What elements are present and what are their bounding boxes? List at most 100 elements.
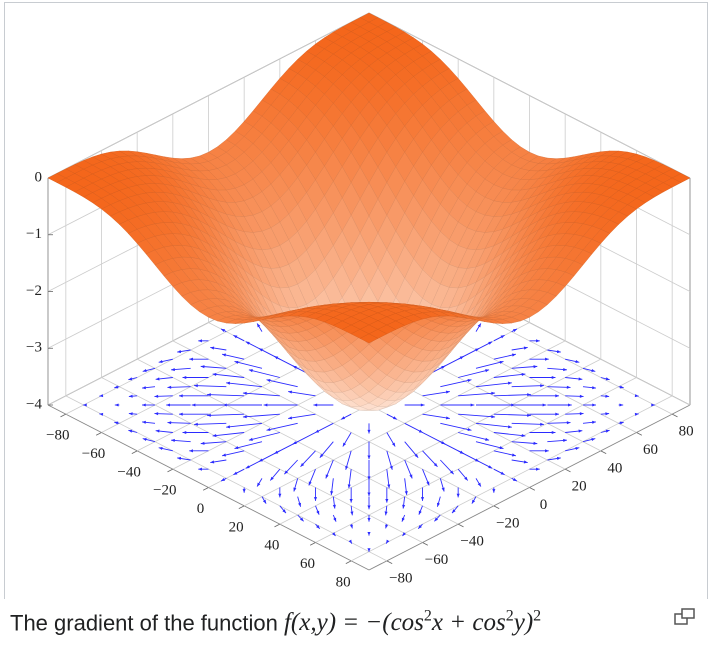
gradient-arrow bbox=[547, 422, 571, 424]
arrow-head bbox=[499, 360, 504, 364]
arrow-head bbox=[298, 502, 302, 507]
arrow-head bbox=[511, 453, 516, 457]
arrow-head bbox=[155, 429, 160, 433]
arrow-head bbox=[392, 416, 397, 420]
arrow-head bbox=[420, 403, 425, 407]
arrow-head bbox=[274, 450, 279, 454]
gradient-arrow bbox=[242, 392, 280, 397]
y-tick-label: 0 bbox=[540, 497, 548, 513]
arrow-head bbox=[545, 357, 549, 361]
gradient-arrow bbox=[457, 348, 480, 360]
arrow-head bbox=[485, 437, 490, 441]
arrow-head bbox=[142, 368, 147, 373]
gradient-arrow bbox=[226, 422, 263, 428]
formula-part: f(x,y) = −(cos bbox=[283, 609, 424, 637]
y-tick-mark bbox=[457, 523, 464, 528]
arrow-head bbox=[367, 505, 371, 510]
arrow-head bbox=[402, 504, 406, 509]
x-tick-label: 0 bbox=[197, 501, 205, 517]
arrow-head bbox=[313, 497, 318, 501]
arrow-head bbox=[198, 339, 202, 343]
arrow-head bbox=[194, 384, 198, 388]
formula: f(x,y) = −(cos2x + cos2y)2 bbox=[283, 608, 542, 637]
arrow-head bbox=[488, 465, 493, 469]
arrow-head bbox=[189, 449, 193, 453]
arrow-head bbox=[384, 511, 388, 516]
x-tick-label: 60 bbox=[300, 556, 315, 572]
y-tick-label: 60 bbox=[643, 442, 658, 458]
surface-patch bbox=[359, 333, 379, 344]
gradient-arrow bbox=[511, 365, 538, 369]
arrow-head bbox=[551, 375, 556, 380]
arrow-head bbox=[521, 372, 526, 377]
arrow-head bbox=[258, 458, 263, 462]
arrow-head bbox=[605, 394, 610, 398]
arrow-head bbox=[500, 471, 505, 475]
formula-part: y) bbox=[513, 609, 534, 637]
arrow-head bbox=[579, 412, 584, 416]
arrow-head bbox=[527, 393, 531, 397]
arrow-head bbox=[605, 412, 610, 416]
x-tick-mark bbox=[238, 505, 245, 509]
gradient-arrow bbox=[221, 353, 245, 360]
arrow-head bbox=[349, 524, 353, 529]
arrow-head bbox=[386, 539, 390, 544]
arrow-head bbox=[191, 403, 196, 407]
arrow-head bbox=[634, 394, 639, 398]
arrow-head bbox=[436, 502, 440, 507]
arrow-head bbox=[575, 446, 580, 451]
x-tick-mark bbox=[60, 413, 67, 418]
x-tick-mark bbox=[309, 542, 316, 546]
arrow-head bbox=[512, 477, 517, 482]
gradient-arrow bbox=[547, 386, 571, 388]
arrow-head bbox=[128, 412, 133, 416]
x-tick-mark bbox=[167, 468, 174, 473]
formula-part: x + cos bbox=[431, 609, 506, 637]
enlarge-icon[interactable] bbox=[674, 608, 696, 626]
arrow-head bbox=[467, 379, 472, 383]
arrow-head bbox=[316, 524, 320, 529]
arrow-head bbox=[568, 403, 572, 407]
arrow-head bbox=[293, 487, 297, 492]
arrow-head bbox=[471, 499, 476, 504]
arrow-head bbox=[222, 353, 227, 357]
arrow-head bbox=[222, 453, 227, 457]
arrow-head bbox=[566, 421, 571, 425]
arrow-head bbox=[178, 412, 183, 416]
caption: The gradient of the function f(x,y) = −(… bbox=[10, 608, 541, 637]
arrow-head bbox=[445, 416, 450, 420]
arrow-head bbox=[402, 532, 407, 536]
arrow-head bbox=[420, 497, 425, 501]
gradient-arrow bbox=[221, 450, 245, 457]
arrow-head bbox=[452, 509, 456, 514]
arrow-head bbox=[511, 353, 516, 357]
y-tick-label: 20 bbox=[572, 479, 587, 495]
arrow-head bbox=[449, 470, 454, 475]
x-tick-label: 80 bbox=[336, 574, 351, 590]
arrow-head bbox=[418, 524, 422, 529]
arrow-head bbox=[367, 492, 371, 497]
arrow-head bbox=[385, 524, 389, 529]
y-tick-label: −20 bbox=[496, 515, 519, 531]
arrow-head bbox=[270, 476, 274, 481]
arrow-head bbox=[288, 416, 293, 420]
arrow-head bbox=[319, 453, 324, 458]
arrow-head bbox=[330, 491, 334, 495]
arrow-head bbox=[142, 437, 147, 442]
arrow-head bbox=[262, 499, 267, 504]
arrow-head bbox=[592, 386, 596, 390]
y-tick-mark bbox=[422, 542, 429, 546]
gradient-arrow bbox=[194, 422, 227, 425]
wall-grid-line bbox=[368, 12, 691, 179]
formula-part: 2 bbox=[533, 608, 542, 625]
arrow-head bbox=[331, 532, 336, 536]
arrow-head bbox=[166, 403, 170, 407]
arrow-head bbox=[367, 455, 371, 460]
gradient-arrow bbox=[475, 441, 504, 449]
arrow-head bbox=[189, 357, 193, 361]
x-tick-mark bbox=[131, 450, 138, 454]
arrow-head bbox=[592, 420, 596, 424]
arrow-head bbox=[499, 446, 504, 450]
gradient-arrow bbox=[458, 413, 496, 418]
arrow-head bbox=[467, 427, 472, 431]
